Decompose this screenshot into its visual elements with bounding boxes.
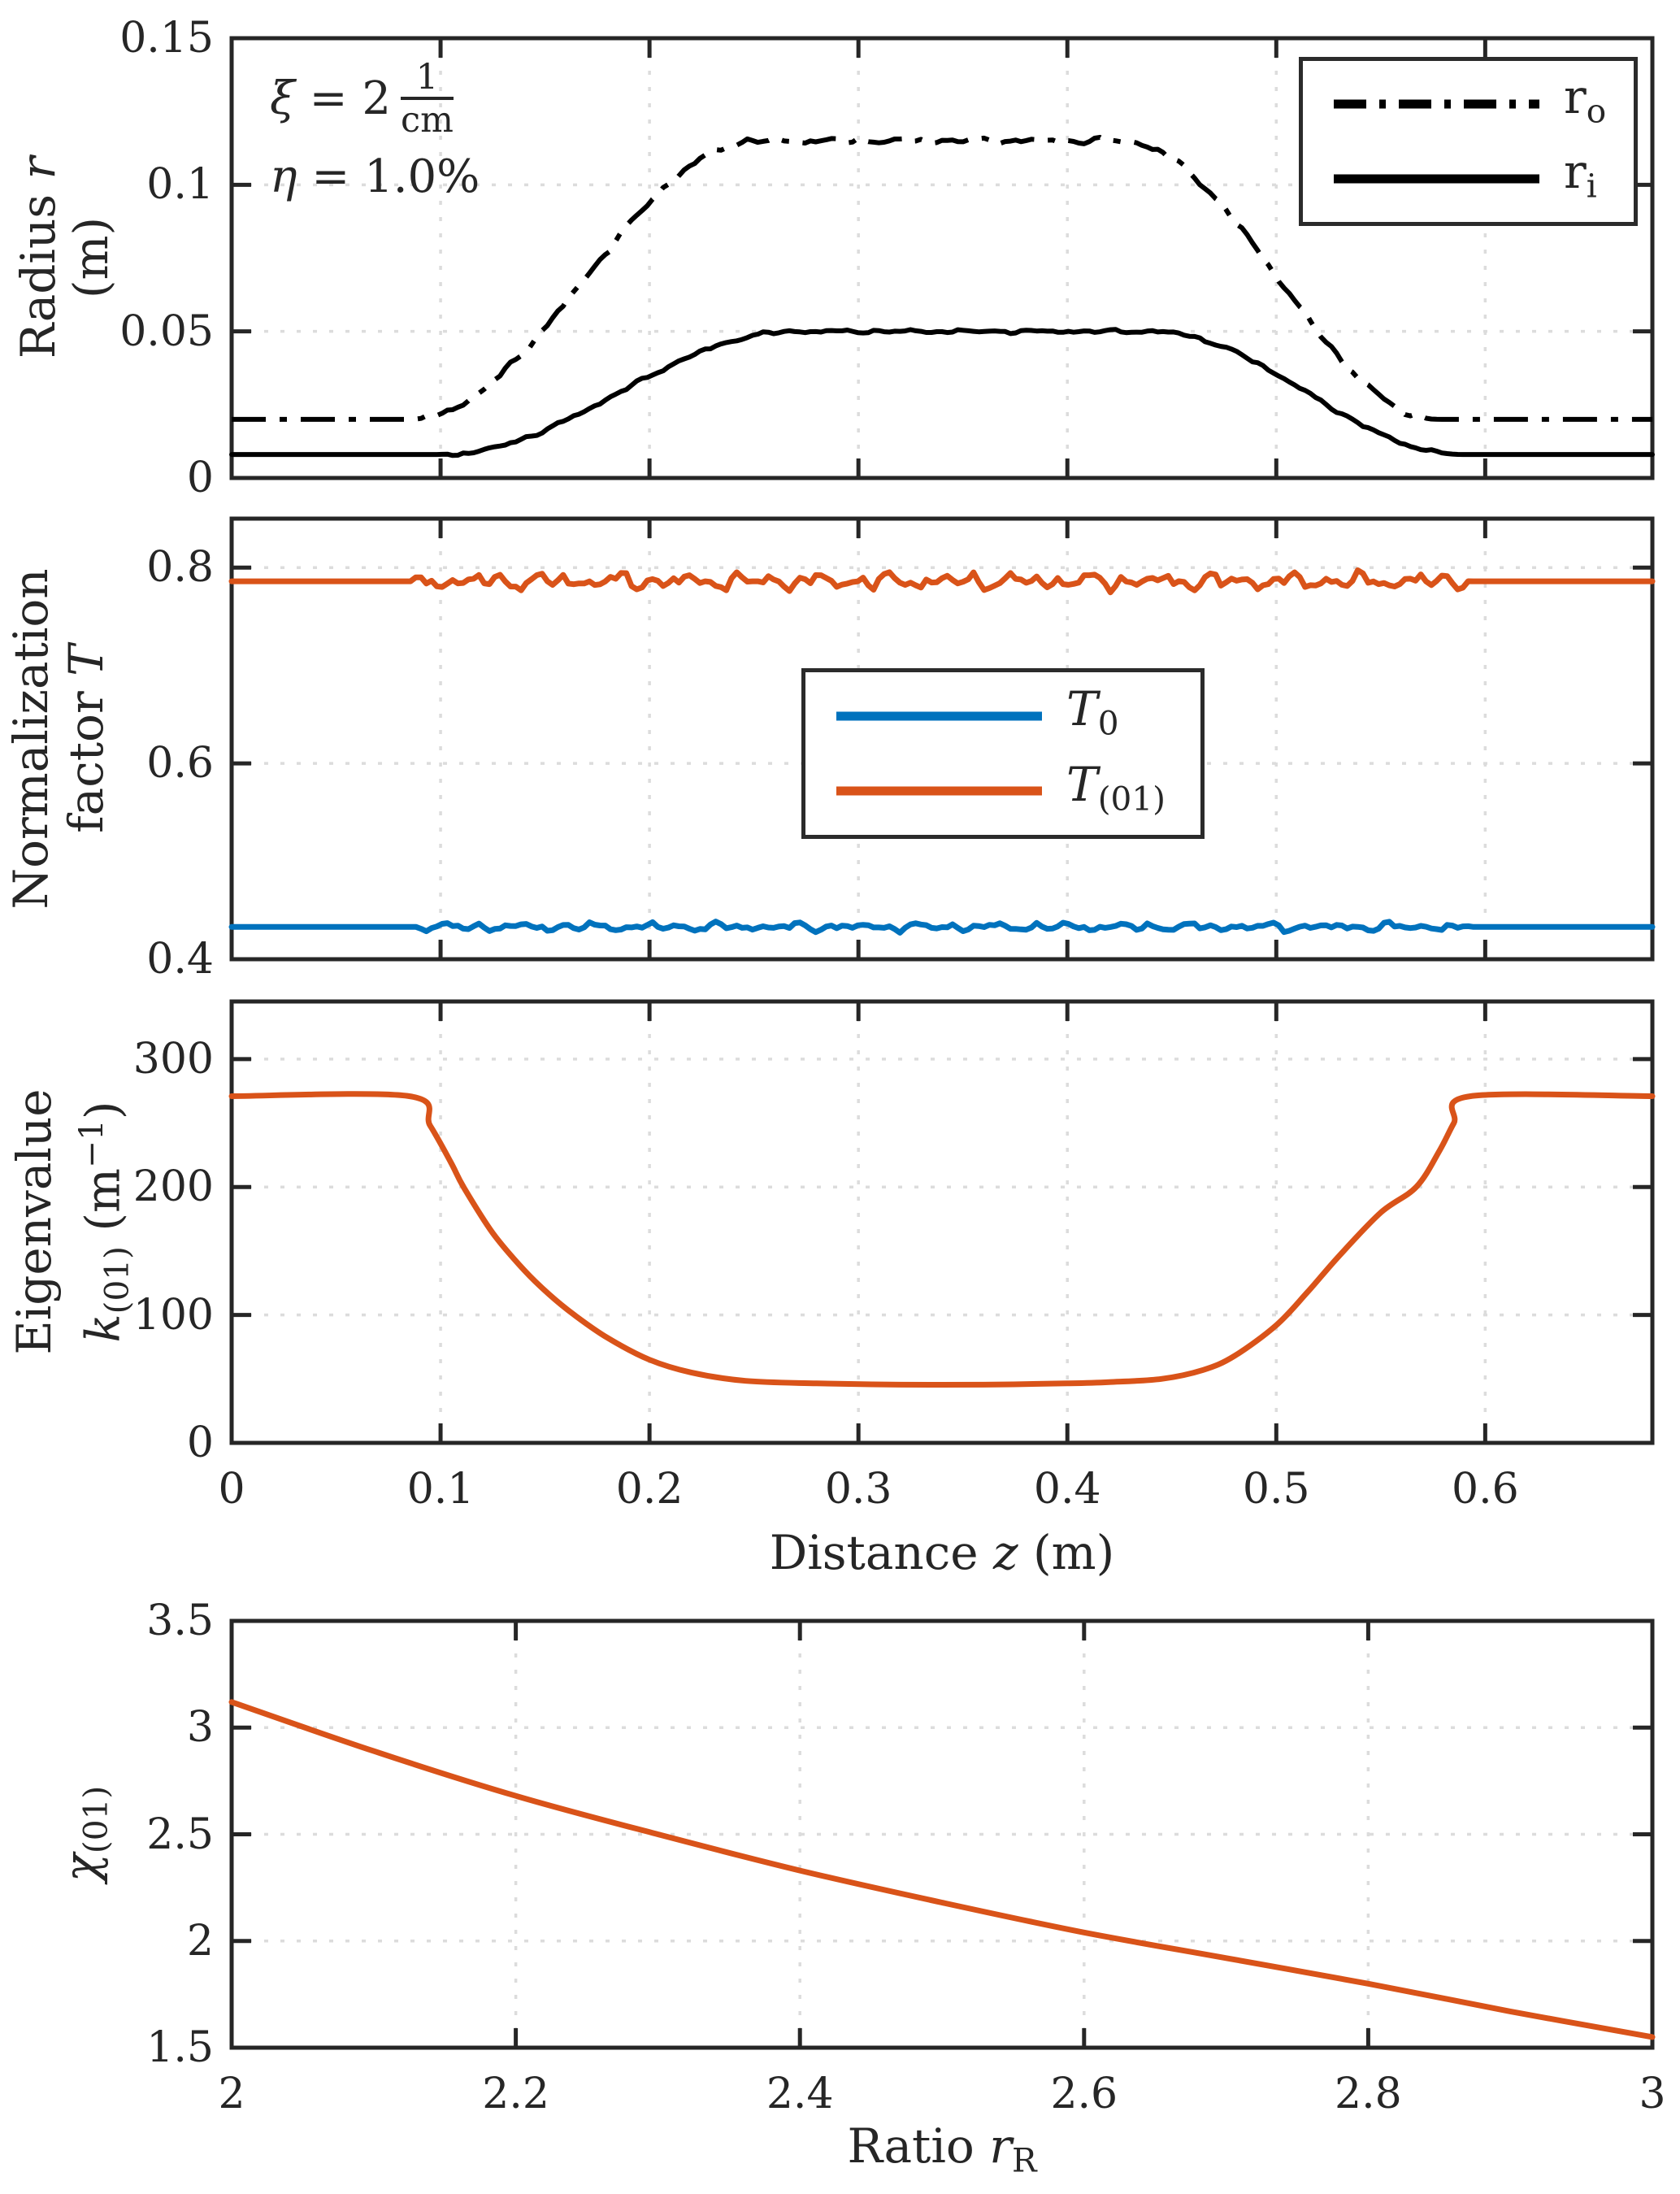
y-tick-label: 0.4 [146,935,214,984]
annotation-eta: η = 1.0% [270,150,480,203]
fraction-numerator: 1 [401,59,454,101]
axes-frame [229,36,1655,480]
axes-frame [229,999,1655,1445]
label-fragment: 0 [1097,703,1119,743]
x-tick-label: 0.1 [406,1465,475,1514]
label-fragment: T [1066,756,1098,812]
legend-label-ri: ri [1564,144,1597,206]
label-fragment: z [993,1525,1018,1580]
label-fragment: o [1586,91,1607,131]
x-tick-label: 2.8 [1335,2070,1402,2118]
x-tick-label: 0 [218,1465,245,1514]
label-fragment: T [1066,681,1098,737]
series-k_(01) [228,1091,1656,1388]
y-tick-label: 0.6 [146,739,214,789]
y-tick-label: 1.5 [146,2023,214,2072]
legend-row-t01: T(01) [836,760,1200,823]
y-tick-label: 100 [132,1290,214,1340]
fraction-denominator: cm [401,100,454,141]
y-tick-label: 0.05 [119,306,214,356]
x-tick-label: 0.2 [615,1465,684,1514]
annotation-xi-text: ξ = 2 [270,72,391,125]
legend-label-t0: T0 [1066,684,1119,747]
legend-line-dashdot [1334,99,1539,109]
y-tick-label: 200 [132,1162,214,1212]
y-tick-label: 0.8 [146,543,214,593]
legend-row-t0: T0 [836,684,1200,747]
y-tick-label: 0 [186,454,214,502]
series-chi_(01) [228,1699,1656,2040]
panel-chi-plot [228,1618,1656,2050]
legend-label-t01: T(01) [1066,760,1166,823]
x-tick-label: 2.6 [1050,2070,1118,2118]
y-tick-label: 0.15 [119,14,214,63]
legend-row-ro: ro [1334,72,1634,135]
label-fragment: η [270,150,297,203]
series-T_(01) [228,567,1656,596]
xlabel-distance: Distance z (m) [769,1525,1115,1580]
y-tick-label: 2.5 [146,1810,214,1859]
series-r_o [232,134,1652,422]
x-tick-label: 3 [1639,2070,1666,2118]
x-tick-label: 0.3 [824,1465,892,1514]
x-tick-label: 0.6 [1451,1465,1519,1514]
legend-radius: ro ri [1299,57,1638,226]
legend-line-solid [1334,174,1539,184]
y-tick-label: 3.5 [146,1597,214,1645]
y-tick-label: 0.1 [146,160,214,210]
label-fragment: T [59,645,114,676]
x-tick-label: 2.2 [482,2070,549,2118]
legend-line-t01 [836,786,1042,796]
label-fragment: i [1586,166,1597,206]
label-fragment: (01) [1097,778,1166,818]
x-tick-label: 2 [218,2070,245,2118]
axes-frame [229,516,1655,962]
annotation-box: ξ = 2 1 cm η = 1.0% [270,59,480,203]
series-r_i [229,327,1655,458]
y-tick-label: 300 [132,1034,214,1084]
xlabel-ratio: Ratio rR [847,2118,1037,2180]
annotation-fraction: 1 cm [401,59,454,140]
label-fragment: ξ [270,72,295,125]
y-tick-label: 3 [186,1703,214,1753]
legend-normalization: T0 T(01) [801,668,1205,839]
panel-eigenvalue-plot [228,999,1656,1445]
y-tick-label: 2 [186,1916,214,1966]
panel-radius-plot [229,36,1655,480]
panel-normalization-plot [228,516,1656,962]
legend-label-ro: ro [1564,69,1607,131]
x-tick-label: 0.5 [1242,1465,1310,1514]
x-tick-label: 2.4 [766,2070,834,2118]
legend-row-ri: ri [1334,147,1634,210]
label-fragment: R [1011,2140,1037,2180]
label-fragment: r [989,2118,1012,2174]
label-fragment: −1 [72,1119,111,1168]
y-tick-label: 0 [186,1418,214,1467]
x-tick-label: 0.4 [1033,1465,1101,1514]
legend-line-t0 [836,711,1042,721]
series-T_0 [228,919,1656,936]
annotation-xi: ξ = 2 1 cm [270,59,480,140]
